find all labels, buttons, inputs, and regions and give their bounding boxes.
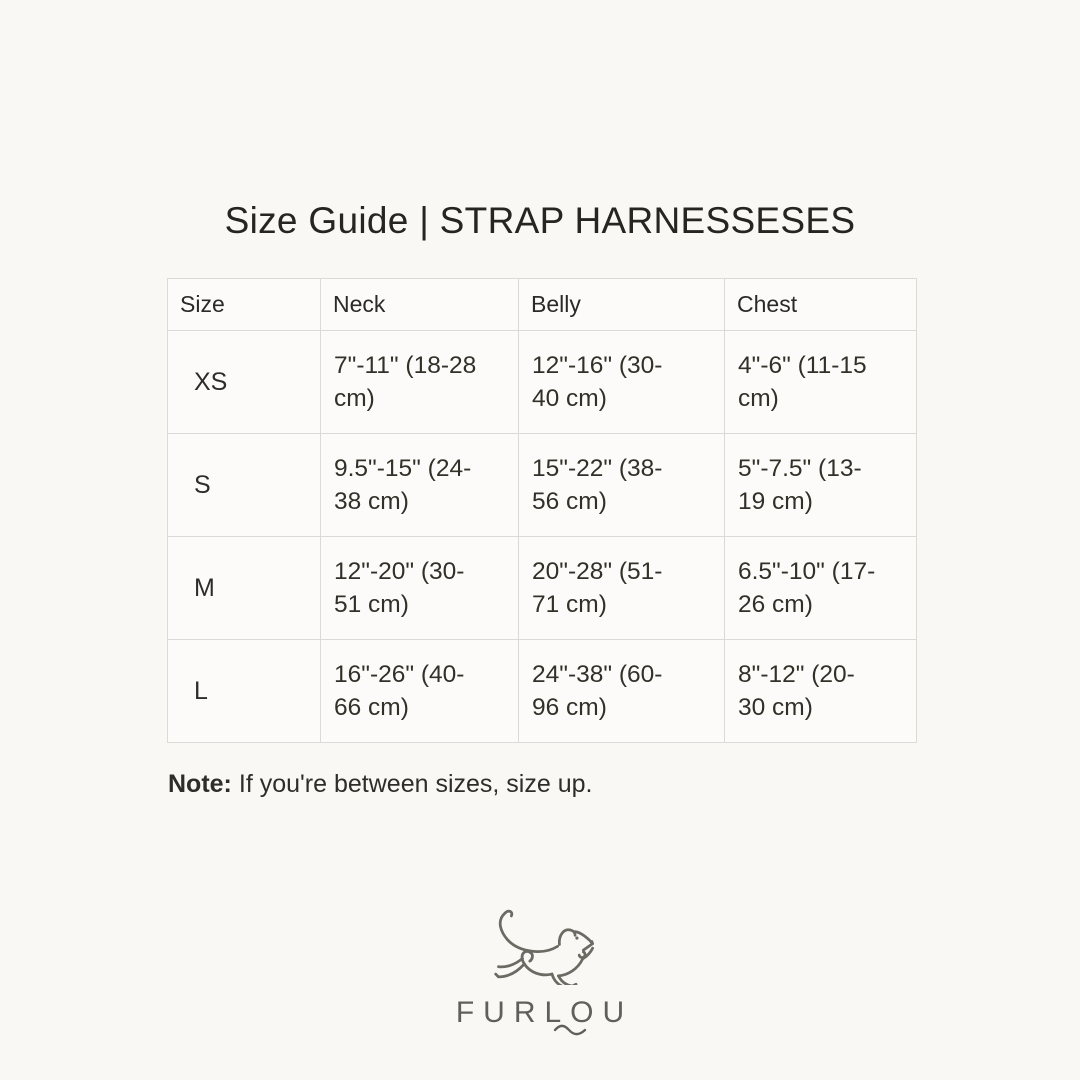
furlou-dog-logo-icon bbox=[494, 909, 594, 985]
size-label: L bbox=[167, 639, 321, 743]
neck-value: 16"-26" (40- 66 cm) bbox=[320, 639, 519, 743]
belly-value: 20"-28" (51- 71 cm) bbox=[518, 536, 725, 640]
header-row: Size Neck Belly Chest bbox=[167, 278, 917, 331]
neck-value: 9.5"-15" (24- 38 cm) bbox=[320, 433, 519, 537]
table-row-s: S 9.5"-15" (24- 38 cm) 15"-22" (38- 56 c… bbox=[167, 433, 917, 537]
belly-value: 15"-22" (38- 56 cm) bbox=[518, 433, 725, 537]
size-label: S bbox=[167, 433, 321, 537]
size-guide-table: Size Neck Belly Chest XS 7"-11" (18-28 c… bbox=[167, 278, 917, 743]
table-row-l: L 16"-26" (40- 66 cm) 24"-38" (60- 96 cm… bbox=[167, 639, 917, 743]
column-header-chest: Chest bbox=[724, 278, 917, 331]
chest-value: 5"-7.5" (13- 19 cm) bbox=[724, 433, 917, 537]
column-header-neck: Neck bbox=[320, 278, 519, 331]
note-text: If you're between sizes, size up. bbox=[238, 770, 593, 798]
table-row-xs: XS 7"-11" (18-28 cm) 12"-16" (30- 40 cm)… bbox=[167, 330, 917, 434]
furlou-wordmark: FURLOU bbox=[455, 996, 634, 1029]
table-row-m: M 12"-20" (30- 51 cm) 20"-28" (51- 71 cm… bbox=[167, 536, 917, 640]
page-title: Size Guide | STRAP HARNESSESES bbox=[224, 200, 856, 241]
chest-value: 8"-12" (20- 30 cm) bbox=[724, 639, 917, 743]
chest-value: 6.5"-10" (17- 26 cm) bbox=[724, 536, 917, 640]
table-body: XS 7"-11" (18-28 cm) 12"-16" (30- 40 cm)… bbox=[167, 330, 917, 743]
chest-value: 4"-6" (11-15 cm) bbox=[724, 330, 917, 434]
neck-value: 7"-11" (18-28 cm) bbox=[320, 330, 519, 434]
sizing-note: Note: If you're between sizes, size up. bbox=[168, 770, 592, 799]
belly-value: 24"-38" (60- 96 cm) bbox=[518, 639, 725, 743]
belly-value: 12"-16" (30- 40 cm) bbox=[518, 330, 725, 434]
column-header-belly: Belly bbox=[518, 278, 725, 331]
logo-o-wave-icon bbox=[553, 1024, 587, 1036]
column-header-size: Size bbox=[167, 278, 321, 331]
neck-value: 12"-20" (30- 51 cm) bbox=[320, 536, 519, 640]
table-header: Size Neck Belly Chest bbox=[167, 278, 917, 331]
size-label: XS bbox=[167, 330, 321, 434]
size-label: M bbox=[167, 536, 321, 640]
note-label: Note: bbox=[168, 770, 232, 798]
